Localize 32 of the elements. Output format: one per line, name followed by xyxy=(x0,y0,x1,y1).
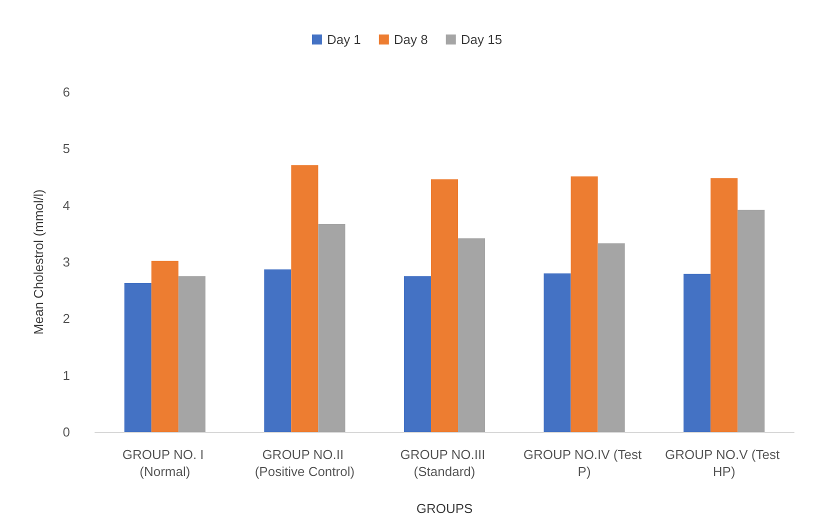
bar xyxy=(544,273,571,432)
bar xyxy=(124,282,152,432)
bar xyxy=(318,224,346,432)
y-axis-title: Mean Cholestrol (mmol/l) xyxy=(31,189,46,335)
x-tick-label: GROUP NO. I (Normal) xyxy=(122,447,208,479)
bar xyxy=(178,276,206,432)
x-tick-label: GROUP NO.V (Test HP) xyxy=(664,447,784,479)
bar xyxy=(458,238,486,432)
x-tick-label: GROUP NO.IV (Test P) xyxy=(523,447,646,479)
y-tick-label: 4 xyxy=(62,198,70,213)
bar xyxy=(404,276,431,432)
x-tick-label: GROUP NO.II (Positive Control) xyxy=(254,447,355,479)
bar xyxy=(151,260,178,432)
y-tick-label: 2 xyxy=(62,311,70,326)
x-tick-label: GROUP NO.III (Standard) xyxy=(400,447,489,479)
bar xyxy=(570,176,598,432)
y-tick-label: 0 xyxy=(62,424,70,440)
bar xyxy=(738,210,765,432)
bar xyxy=(684,274,711,432)
bar xyxy=(264,269,292,432)
x-axis-title: GROUPS xyxy=(416,501,473,516)
legend-label: Day 15 xyxy=(460,32,502,47)
y-tick-label: 3 xyxy=(62,254,70,270)
bar xyxy=(710,178,738,432)
y-tick-label: 5 xyxy=(62,141,70,156)
legend-label: Day 8 xyxy=(394,32,428,47)
legend-label: Day 1 xyxy=(326,32,361,47)
bar xyxy=(291,165,318,432)
bar xyxy=(598,243,625,432)
y-tick-label: 1 xyxy=(62,368,70,383)
bar xyxy=(430,179,458,432)
y-tick-label: 6 xyxy=(62,84,70,100)
